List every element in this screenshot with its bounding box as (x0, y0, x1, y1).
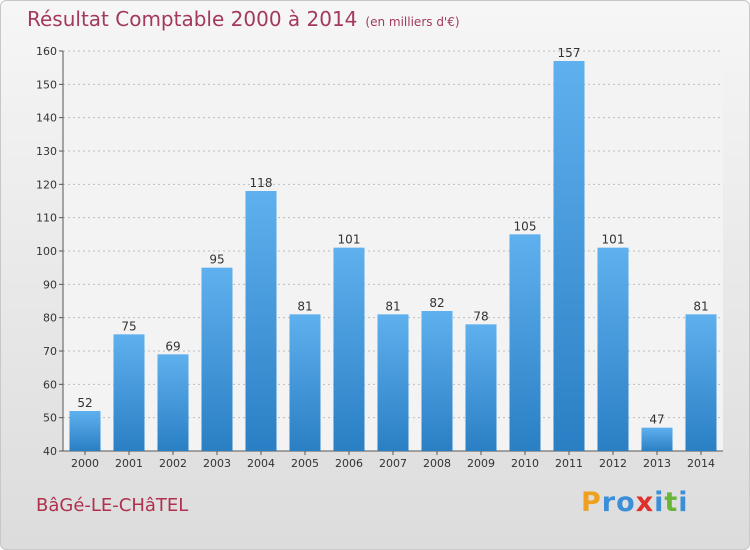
y-tick-label: 80 (43, 312, 57, 325)
x-tick-label: 2007 (379, 457, 407, 470)
data-label: 101 (602, 233, 625, 247)
bar (69, 411, 101, 451)
logo-letter: o (616, 487, 636, 518)
x-tick-label: 2000 (71, 457, 99, 470)
data-label: 69 (165, 339, 180, 353)
x-tick-label: 2003 (203, 457, 231, 470)
x-tick-label: 2012 (599, 457, 627, 470)
data-label: 81 (385, 299, 400, 313)
data-label: 157 (558, 46, 581, 60)
bar (597, 247, 629, 451)
y-tick-label: 140 (36, 112, 57, 125)
y-tick-label: 60 (43, 378, 57, 391)
x-tick-label: 2006 (335, 457, 363, 470)
x-tick-label: 2008 (423, 457, 451, 470)
bar (465, 324, 497, 451)
data-label: 47 (649, 413, 664, 427)
data-label: 52 (77, 396, 92, 410)
y-tick-label: 160 (36, 45, 57, 58)
bar (377, 314, 409, 451)
data-label: 82 (429, 296, 444, 310)
bar (289, 314, 321, 451)
logo-letter: P (581, 487, 602, 518)
logo-letter: i (678, 487, 689, 518)
data-label: 118 (250, 176, 273, 190)
y-tick-label: 130 (36, 145, 57, 158)
logo-letter: x (635, 487, 655, 518)
x-tick-label: 2001 (115, 457, 143, 470)
y-tick-label: 100 (36, 245, 57, 258)
logo-letter: r (601, 487, 617, 518)
x-tick-label: 2011 (555, 457, 583, 470)
data-label: 81 (693, 299, 708, 313)
data-label: 78 (473, 309, 488, 323)
y-tick-label: 90 (43, 278, 57, 291)
bar (113, 334, 145, 451)
bar (553, 61, 585, 451)
y-tick-label: 50 (43, 412, 57, 425)
x-tick-label: 2002 (159, 457, 187, 470)
bar (685, 314, 717, 451)
bar (245, 191, 277, 451)
bar (333, 247, 365, 451)
chart-title-text: Résultat Comptable 2000 à 2014 (27, 7, 358, 31)
logo-letter: t (664, 487, 679, 518)
commune-name: BâGé-LE-CHâTEL (36, 495, 189, 516)
x-tick-label: 2005 (291, 457, 319, 470)
data-label: 81 (297, 299, 312, 313)
bar (201, 267, 233, 451)
chart-title: Résultat Comptable 2000 à 2014 (en millie… (27, 7, 460, 31)
logo-letter: i (654, 487, 665, 518)
x-tick-label: 2013 (643, 457, 671, 470)
proxiti-logo: Proxiti (581, 487, 689, 518)
data-label: 101 (338, 233, 361, 247)
x-tick-label: 2009 (467, 457, 495, 470)
data-label: 75 (121, 319, 136, 333)
data-label: 105 (514, 219, 537, 233)
y-tick-label: 70 (43, 345, 57, 358)
bar (509, 234, 541, 451)
y-tick-label: 150 (36, 78, 57, 91)
x-tick-label: 2004 (247, 457, 275, 470)
y-tick-label: 120 (36, 178, 57, 191)
y-tick-label: 40 (43, 445, 57, 458)
bar (421, 311, 453, 451)
x-tick-label: 2014 (687, 457, 715, 470)
data-label: 95 (209, 253, 224, 267)
bar (157, 354, 189, 451)
y-tick-label: 110 (36, 212, 57, 225)
x-tick-label: 2010 (511, 457, 539, 470)
bar (641, 427, 673, 451)
chart-subtitle: (en milliers d'€) (365, 15, 460, 29)
